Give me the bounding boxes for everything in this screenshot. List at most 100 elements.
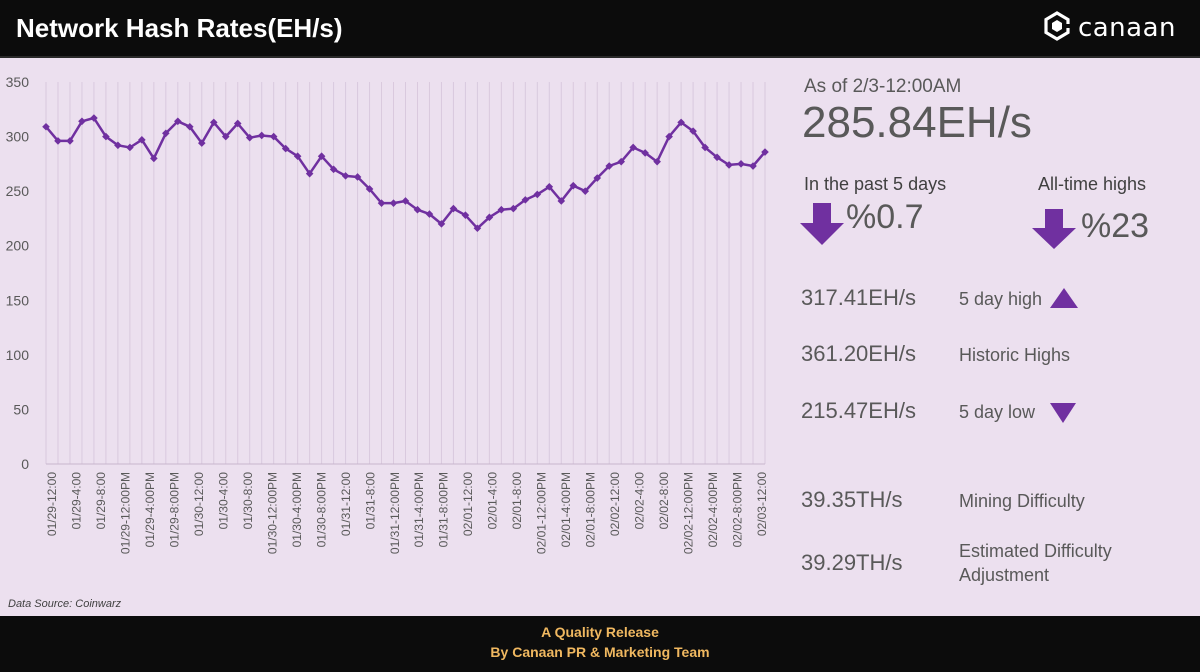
data-point (162, 129, 170, 138)
mining-difficulty-label: Mining Difficulty (959, 491, 1085, 511)
data-point (305, 169, 314, 178)
hashrate-chart: 0 50 100 150 200 250 300 350 01/29-12:00 01/29-4:… (0, 60, 785, 620)
brand-name: canaan (1077, 13, 1176, 43)
footer-bar: A Quality Release By Canaan PR & Marketi… (0, 616, 1200, 672)
all-time-highs-label: All-time highs (1038, 174, 1147, 194)
past-5-days-label: In the past 5 days (804, 174, 947, 194)
data-point (437, 220, 446, 228)
estimated-difficulty-value: 39.29TH/s (801, 550, 903, 575)
y-tick-label: 250 (6, 183, 30, 199)
x-tick-label: 02/02-8:00PM (731, 472, 745, 547)
data-point (569, 181, 578, 190)
header-bar: Network Hash Rates(EH/s) canaan (0, 0, 1200, 58)
footer-line-1: A Quality Release (541, 624, 659, 640)
data-point (377, 199, 386, 207)
x-tick-label: 01/29-4:00 (69, 472, 83, 530)
data-point (713, 153, 721, 162)
stats-panel: As of 2/3-12:00AM 285.84EH/s In the past… (800, 60, 1200, 616)
x-tick-label: 01/29-8:00 (94, 472, 108, 530)
x-tick-label: 01/31-12:00PM (388, 472, 402, 554)
data-point (353, 173, 362, 181)
five-day-low-value: 215.47EH/s (801, 398, 916, 423)
past-5-days-change: %0.7 (846, 198, 924, 236)
x-tick-label: 01/31-8:00 (363, 472, 377, 530)
data-point (126, 143, 134, 152)
data-point (257, 131, 266, 140)
historic-high-value: 361.20EH/s (801, 341, 916, 366)
x-tick-label: 01/30-4:00PM (290, 472, 304, 547)
page-title: Network Hash Rates(EH/s) (16, 13, 343, 43)
data-point (449, 204, 458, 213)
five-day-high-label: 5 day high (959, 289, 1043, 309)
data-point (461, 211, 470, 219)
estimated-difficulty-label-line2: Adjustment (959, 565, 1050, 585)
data-point (629, 143, 637, 152)
x-tick-label: 01/30-4:00 (216, 472, 230, 530)
x-tick-label: 02/03-12:00 (755, 472, 769, 536)
data-point (521, 196, 530, 204)
x-tick-label: 02/01-8:00 (510, 472, 524, 530)
x-tick-label: 01/31-8:00PM (437, 472, 451, 547)
data-point (174, 117, 182, 126)
data-point (737, 160, 745, 168)
data-source: Data Source: Coinwarz (8, 598, 122, 610)
data-point (425, 210, 434, 218)
estimated-difficulty-label-line1: Estimated Difficulty (959, 541, 1112, 561)
arrow-down-icon (800, 203, 844, 245)
x-tick-label: 02/02-4:00 (633, 472, 647, 530)
data-point (689, 127, 697, 135)
x-tick-label: 01/29-12:00PM (118, 472, 132, 554)
data-point (341, 172, 350, 180)
historic-high-label: Historic Highs (959, 345, 1071, 365)
data-point (593, 174, 602, 182)
x-tick-label: 02/02-8:00 (657, 472, 671, 530)
data-point (209, 118, 218, 127)
data-point (725, 161, 733, 169)
data-point (186, 122, 194, 131)
y-tick-label: 150 (6, 292, 30, 308)
as-of-date: As of 2/3-12:00AM (804, 76, 962, 97)
data-point (150, 154, 158, 163)
data-point (485, 213, 494, 222)
data-point (401, 197, 410, 205)
data-point (533, 190, 542, 199)
data-point (653, 157, 661, 166)
data-point (114, 141, 122, 150)
x-tick-label: 01/30-12:00PM (265, 472, 279, 554)
y-tick-label: 100 (6, 347, 30, 363)
y-tick-label: 300 (6, 129, 30, 145)
data-point (509, 204, 518, 213)
x-tick-label: 02/01-12:00PM (535, 472, 549, 554)
data-point (557, 197, 566, 205)
x-tick-label: 01/31-4:00PM (412, 472, 426, 547)
data-point (677, 118, 685, 127)
data-point (389, 199, 398, 207)
mining-difficulty-value: 39.35TH/s (801, 487, 903, 512)
y-tick-label: 350 (6, 74, 30, 90)
data-point (545, 182, 554, 191)
data-point (617, 157, 625, 166)
x-tick-label: 02/01-8:00PM (584, 472, 598, 547)
x-tick-label: 01/29-4:00PM (143, 472, 157, 547)
five-day-high-value: 317.41EH/s (801, 285, 916, 310)
canaan-logo-icon (1042, 10, 1072, 46)
all-time-high-change: %23 (1081, 207, 1150, 245)
five-day-low-label: 5 day low (959, 402, 1036, 422)
x-tick-label: 01/30-12:00 (192, 472, 206, 536)
x-tick-label: 01/31-12:00 (339, 472, 353, 536)
x-tick-label: 01/29-12:00 (45, 472, 59, 536)
data-point (761, 148, 769, 156)
y-tick-label: 50 (13, 401, 29, 417)
data-point (413, 205, 422, 214)
data-point (701, 143, 709, 152)
x-tick-label: 02/02-12:00 (608, 472, 622, 536)
x-tick-label: 01/30-8:00 (241, 472, 255, 530)
estimated-difficulty-label: Estimated Difficulty Adjustment (959, 539, 1112, 587)
data-point (78, 117, 86, 126)
current-hashrate: 285.84EH/s (802, 98, 1032, 147)
footer-line-2: By Canaan PR & Marketing Team (490, 644, 710, 660)
x-tick-label: 02/02-12:00PM (682, 472, 696, 554)
x-tick-label: 02/01-12:00 (461, 472, 475, 536)
arrow-down-icon (1032, 209, 1076, 249)
y-tick-label: 200 (6, 238, 30, 254)
